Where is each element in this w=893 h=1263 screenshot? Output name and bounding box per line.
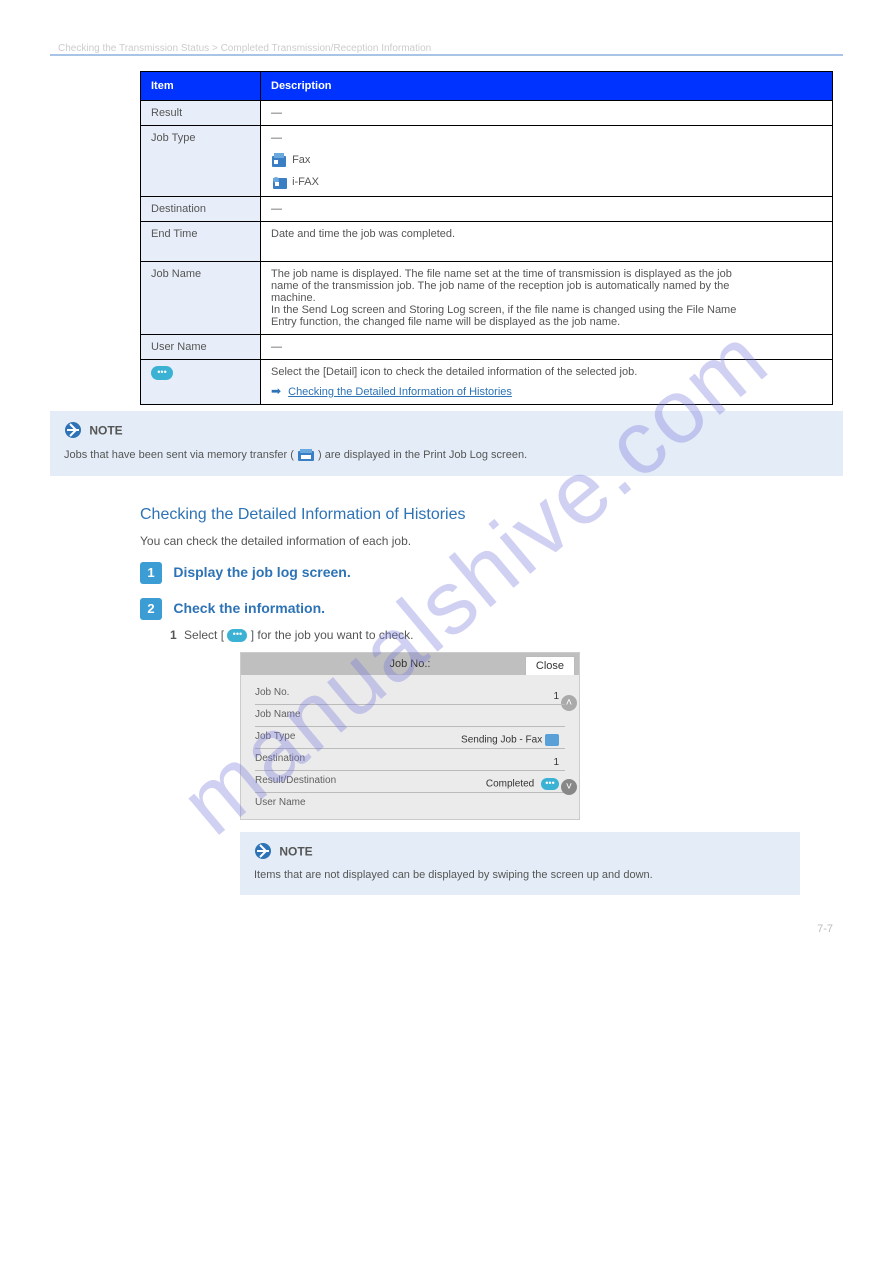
section-title: Checking the Detailed Information of His…	[140, 506, 833, 524]
row-result-label: Result	[141, 101, 261, 126]
jobtype-dash: ―	[271, 132, 822, 144]
ss-row-jobno: Job No. 1	[255, 683, 565, 705]
row-username-label: User Name	[141, 335, 261, 360]
ss-val-jobtype: Sending Job - Fax	[461, 734, 559, 746]
fax-tray-icon	[297, 448, 315, 462]
note2-title: NOTE	[279, 845, 312, 859]
header-rule: Checking the Transmission Status > Compl…	[50, 40, 843, 56]
note-icon	[64, 421, 82, 442]
note2-text: Items that are not displayed can be disp…	[254, 869, 653, 881]
jobname-l3: machine.	[271, 292, 822, 304]
ss-label-dest: Destination	[255, 753, 305, 764]
ss-label-user: User Name	[255, 797, 306, 808]
ss-val-dest: 1	[553, 757, 559, 768]
row-endtime-label: End Time	[141, 222, 261, 262]
fax-icon	[271, 152, 289, 168]
jobname-l2: name of the transmission job. The job na…	[271, 280, 822, 292]
substep-prefix: Select [	[184, 628, 224, 642]
step-text-1: Display the job log screen.	[173, 564, 350, 580]
info-table: Item Description Result ― Job Type ―	[140, 71, 833, 405]
substep-icon: •••	[227, 629, 247, 642]
ss-row-username: User Name	[255, 793, 565, 815]
row-detail-label: •••	[141, 360, 261, 405]
note1-suffix: ) are displayed in the Print Job Log scr…	[318, 449, 527, 461]
ss-val-result: Completed •••	[486, 778, 559, 790]
step-text-2: Check the information.	[173, 600, 325, 616]
row-destination-label: Destination	[141, 197, 261, 222]
ss-row-result: Result/Destination Completed •••	[255, 771, 565, 793]
ss-label-result: Result/Destination	[255, 775, 336, 786]
ss-val-jobno: 1	[553, 691, 559, 702]
note-block-2: NOTE Items that are not displayed can be…	[240, 832, 800, 895]
section-body: You can check the detailed information o…	[140, 534, 833, 548]
jobname-l1: The job name is displayed. The file name…	[271, 268, 822, 280]
ss-row-jobtype: Job Type Sending Job - Fax	[255, 727, 565, 749]
job-detail-screenshot: Job No.: Close ˄ Job No. 1 Job Name Job …	[240, 652, 580, 820]
jobname-l4: In the Send Log screen and Storing Log s…	[271, 304, 822, 316]
step-num-2: 2	[140, 598, 162, 620]
row-endtime-desc: Date and time the job was completed.	[261, 222, 833, 262]
step-num-1: 1	[140, 562, 162, 584]
ss-label-jobname: Job Name	[255, 709, 301, 720]
th-item: Item	[141, 72, 261, 101]
detail-icon: •••	[151, 366, 173, 380]
ss-result-text: Completed	[486, 779, 534, 790]
row-destination-desc: ―	[261, 197, 833, 222]
ss-row-destination: Destination 1	[255, 749, 565, 771]
note2-icon	[254, 842, 272, 863]
page-number: 7-7	[817, 923, 833, 935]
ss-label-jobtype: Job Type	[255, 731, 295, 742]
detail-link[interactable]: Checking the Detailed Information of His…	[288, 386, 512, 398]
scroll-down-icon[interactable]: ˅	[561, 779, 577, 795]
row-result-desc: ―	[261, 101, 833, 126]
ss-fax-icon	[545, 734, 559, 746]
ss-info-icon[interactable]: •••	[541, 778, 559, 790]
ss-row-jobname: Job Name	[255, 705, 565, 727]
row-detail-desc: Select the [Detail] icon to check the de…	[261, 360, 833, 405]
note-block-1: NOTE Jobs that have been sent via memory…	[50, 411, 843, 476]
fax-label: Fax	[292, 154, 310, 166]
detail-text: Select the [Detail] icon to check the de…	[271, 366, 822, 378]
ss-header: Job No.: Close	[241, 653, 579, 675]
row-jobname-desc: The job name is displayed. The file name…	[261, 262, 833, 335]
row-jobtype-label: Job Type	[141, 126, 261, 197]
row-jobtype-desc: ― Fax	[261, 126, 833, 197]
ss-title: Job No.:	[390, 658, 431, 670]
breadcrumb: Checking the Transmission Status > Compl…	[50, 43, 431, 54]
ss-label-jobno: Job No.	[255, 687, 289, 698]
th-desc: Description	[261, 72, 833, 101]
jobname-l5: Entry function, the changed file name wi…	[271, 316, 822, 328]
ss-jobtype-text: Sending Job - Fax	[461, 735, 542, 746]
substep-suffix: ] for the job you want to check.	[251, 628, 414, 642]
link-arrow-icon: ➡	[271, 384, 281, 398]
note-title: NOTE	[89, 424, 122, 438]
note1-prefix: Jobs that have been sent via memory tran…	[64, 449, 294, 461]
ss-close-button[interactable]: Close	[525, 656, 575, 676]
ifax-label: i-FAX	[292, 176, 319, 188]
row-username-desc: ―	[261, 335, 833, 360]
row-jobname-label: Job Name	[141, 262, 261, 335]
ifax-icon	[271, 174, 289, 190]
substep-num: 1	[170, 628, 177, 642]
